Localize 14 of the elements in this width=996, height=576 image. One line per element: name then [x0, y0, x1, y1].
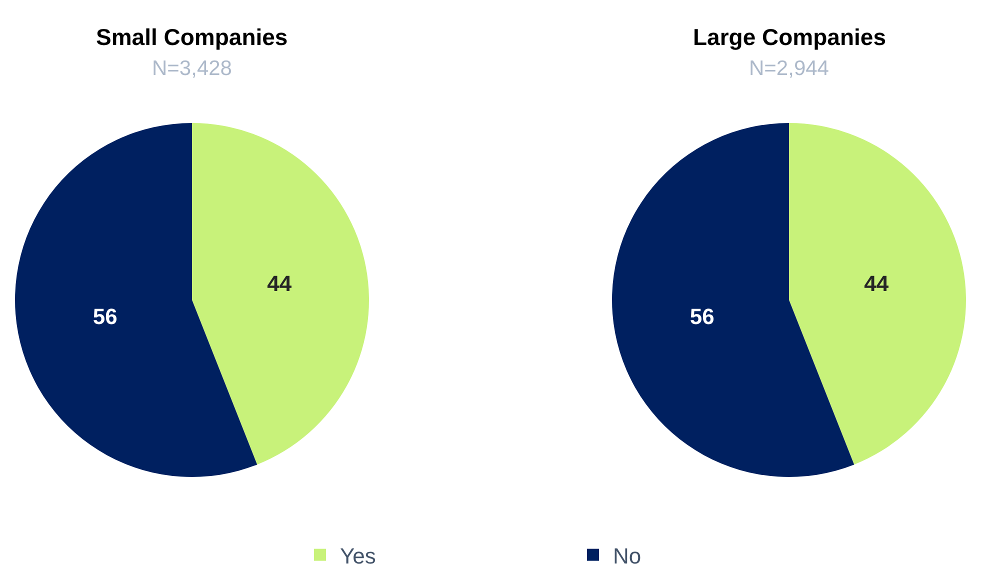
data-label: 56 [92, 304, 118, 330]
data-label: 44 [864, 270, 890, 296]
data-label: 56 [690, 304, 714, 330]
pie-slice [192, 123, 369, 465]
legend-label: Yes [340, 543, 376, 568]
chart-subtitle: N=3,428 [152, 57, 232, 80]
data-label: 44 [267, 270, 292, 296]
legend-label: No [613, 543, 642, 568]
pie-slice [612, 123, 854, 477]
chart-title: Large Companies [693, 24, 886, 50]
chart-title: Small Companies [96, 24, 288, 50]
pie-slice [15, 123, 258, 477]
chart-subtitle: N=2,944 [749, 57, 830, 80]
pie-slice [789, 123, 966, 465]
